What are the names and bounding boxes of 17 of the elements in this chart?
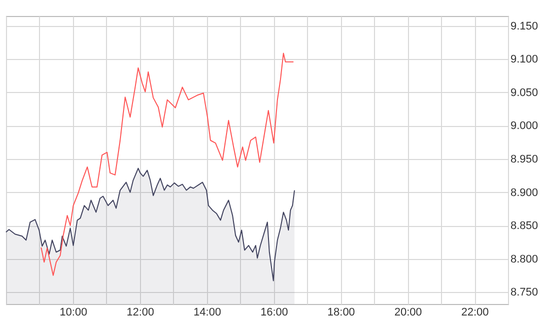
x-tick-label: 18:00 (327, 306, 355, 318)
line-series (40, 52, 294, 276)
y-tick-label: 9.100 (510, 54, 538, 66)
x-tick-label: 22:00 (461, 306, 489, 318)
x-tick-label: 10:00 (60, 306, 88, 318)
x-tick-label: 12:00 (126, 306, 154, 318)
y-tick-label: 8.950 (510, 154, 538, 166)
y-tick-label: 8.750 (510, 286, 538, 299)
y-tick-label: 8.900 (510, 186, 538, 199)
x-tick-label: 16:00 (260, 306, 288, 318)
y-tick-label: 9.050 (510, 86, 538, 99)
y-tick-label: 8.800 (510, 253, 538, 266)
y-tick-label: 8.850 (510, 220, 538, 232)
y-tick-label: 9.150 (510, 20, 538, 32)
x-tick-label: 20:00 (394, 306, 422, 318)
y-tick-label: 9.000 (510, 120, 538, 132)
x-tick-label: 14:00 (194, 306, 222, 318)
